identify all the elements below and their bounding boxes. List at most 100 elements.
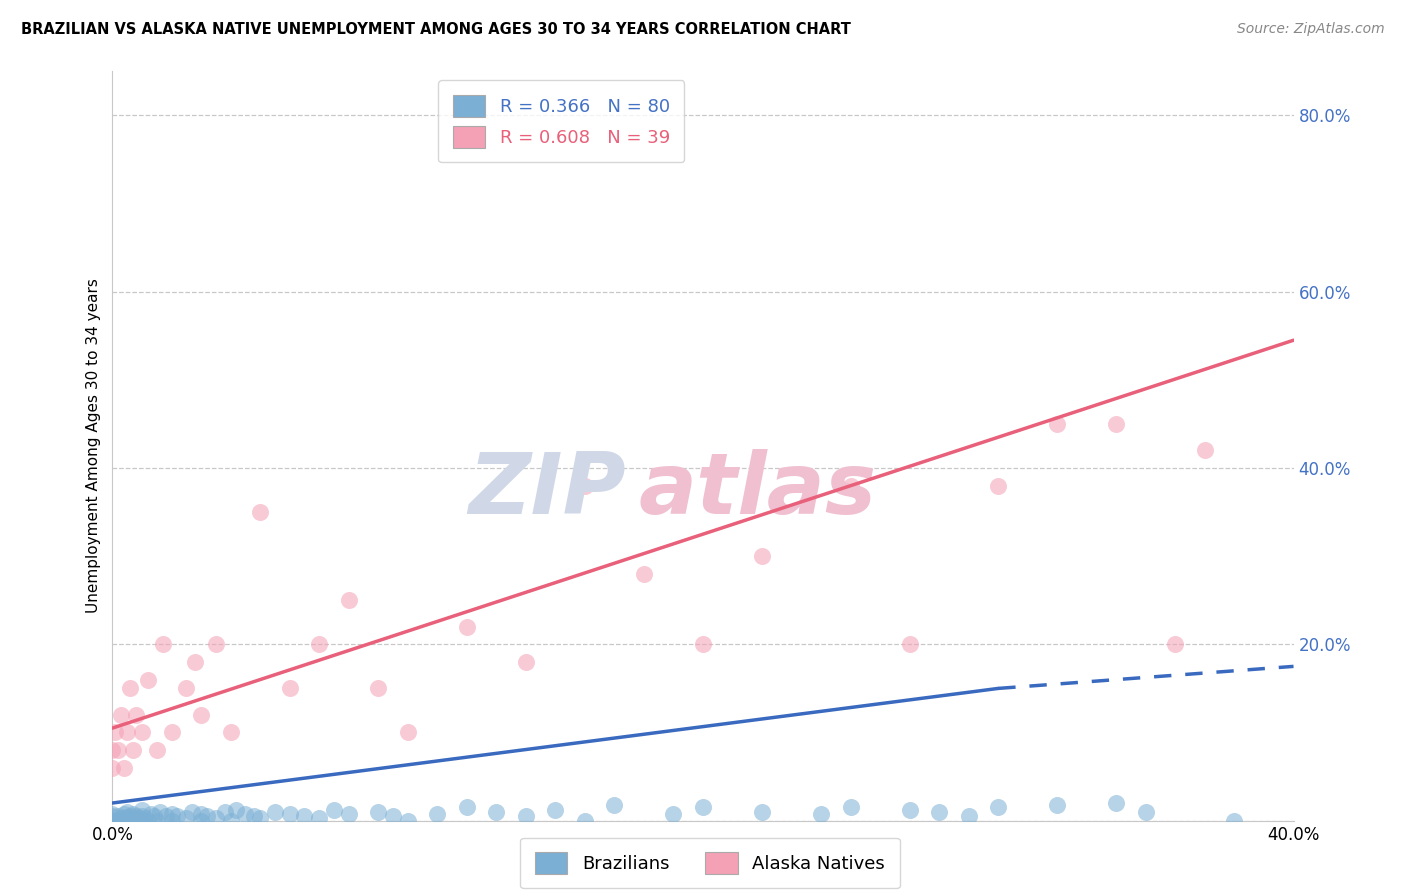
Point bbox=[249, 811, 271, 825]
Point bbox=[264, 805, 287, 819]
Point bbox=[1105, 417, 1128, 431]
Point bbox=[117, 814, 138, 828]
Point bbox=[839, 800, 862, 814]
Point bbox=[152, 637, 174, 651]
Point bbox=[243, 809, 266, 823]
Y-axis label: Unemployment Among Ages 30 to 34 years: Unemployment Among Ages 30 to 34 years bbox=[86, 278, 101, 614]
Point bbox=[456, 800, 478, 814]
Point bbox=[456, 620, 478, 634]
Point bbox=[136, 673, 159, 687]
Point bbox=[1223, 814, 1246, 828]
Point bbox=[128, 811, 150, 825]
Legend: R = 0.366   N = 80, R = 0.608   N = 39: R = 0.366 N = 80, R = 0.608 N = 39 bbox=[439, 80, 685, 162]
Point bbox=[125, 814, 148, 828]
Point bbox=[136, 814, 159, 828]
Point bbox=[205, 637, 228, 651]
Point bbox=[101, 814, 124, 828]
Text: BRAZILIAN VS ALASKA NATIVE UNEMPLOYMENT AMONG AGES 30 TO 34 YEARS CORRELATION CH: BRAZILIAN VS ALASKA NATIVE UNEMPLOYMENT … bbox=[21, 22, 851, 37]
Point bbox=[633, 566, 655, 581]
Point bbox=[190, 814, 212, 828]
Point bbox=[120, 681, 142, 696]
Text: Source: ZipAtlas.com: Source: ZipAtlas.com bbox=[1237, 22, 1385, 37]
Point bbox=[382, 809, 405, 823]
Point bbox=[278, 681, 301, 696]
Point bbox=[174, 681, 197, 696]
Point bbox=[110, 811, 132, 825]
Point bbox=[662, 806, 685, 821]
Point bbox=[323, 803, 346, 817]
Point bbox=[957, 809, 980, 823]
Point bbox=[112, 814, 135, 828]
Point bbox=[233, 806, 256, 821]
Point bbox=[396, 725, 419, 739]
Point bbox=[485, 805, 508, 819]
Point bbox=[107, 743, 129, 757]
Point bbox=[117, 725, 138, 739]
Point bbox=[155, 809, 177, 823]
Point bbox=[839, 478, 862, 492]
Point bbox=[1046, 797, 1069, 812]
Point bbox=[122, 743, 145, 757]
Point bbox=[1105, 796, 1128, 810]
Point bbox=[219, 725, 242, 739]
Point bbox=[107, 809, 129, 823]
Point bbox=[692, 800, 714, 814]
Point bbox=[426, 806, 449, 821]
Point bbox=[1194, 443, 1216, 458]
Point bbox=[120, 809, 142, 823]
Point bbox=[1046, 417, 1069, 431]
Point bbox=[205, 811, 228, 825]
Point bbox=[117, 810, 138, 824]
Point bbox=[166, 809, 188, 823]
Point bbox=[125, 707, 148, 722]
Point bbox=[131, 814, 153, 828]
Point bbox=[104, 725, 127, 739]
Point bbox=[160, 806, 183, 821]
Point bbox=[101, 814, 124, 828]
Point bbox=[122, 807, 145, 822]
Point bbox=[107, 814, 129, 828]
Point bbox=[574, 814, 596, 828]
Point bbox=[396, 814, 419, 828]
Point bbox=[292, 809, 315, 823]
Point bbox=[101, 761, 124, 775]
Point bbox=[160, 814, 183, 828]
Point bbox=[110, 814, 132, 828]
Point bbox=[101, 814, 124, 828]
Point bbox=[308, 811, 330, 825]
Point bbox=[142, 809, 165, 823]
Text: ZIP: ZIP bbox=[468, 450, 626, 533]
Point bbox=[149, 805, 172, 819]
Point bbox=[112, 806, 135, 821]
Point bbox=[174, 811, 197, 825]
Legend: Brazilians, Alaska Natives: Brazilians, Alaska Natives bbox=[520, 838, 900, 888]
Point bbox=[146, 743, 169, 757]
Point bbox=[367, 805, 389, 819]
Point bbox=[131, 803, 153, 817]
Point bbox=[751, 549, 773, 564]
Point bbox=[928, 805, 950, 819]
Point bbox=[603, 797, 626, 812]
Point bbox=[810, 806, 832, 821]
Point bbox=[987, 800, 1010, 814]
Point bbox=[1135, 805, 1157, 819]
Point bbox=[692, 637, 714, 651]
Point bbox=[898, 637, 921, 651]
Point bbox=[160, 725, 183, 739]
Point bbox=[101, 814, 124, 828]
Point bbox=[101, 814, 124, 828]
Point bbox=[146, 814, 169, 828]
Point bbox=[134, 811, 156, 825]
Point bbox=[337, 593, 360, 607]
Point bbox=[219, 814, 242, 828]
Point bbox=[367, 681, 389, 696]
Point bbox=[278, 806, 301, 821]
Point bbox=[515, 809, 537, 823]
Point bbox=[112, 761, 135, 775]
Point bbox=[195, 809, 218, 823]
Point bbox=[544, 803, 567, 817]
Point bbox=[898, 803, 921, 817]
Point bbox=[1164, 637, 1187, 651]
Point bbox=[190, 806, 212, 821]
Point bbox=[337, 806, 360, 821]
